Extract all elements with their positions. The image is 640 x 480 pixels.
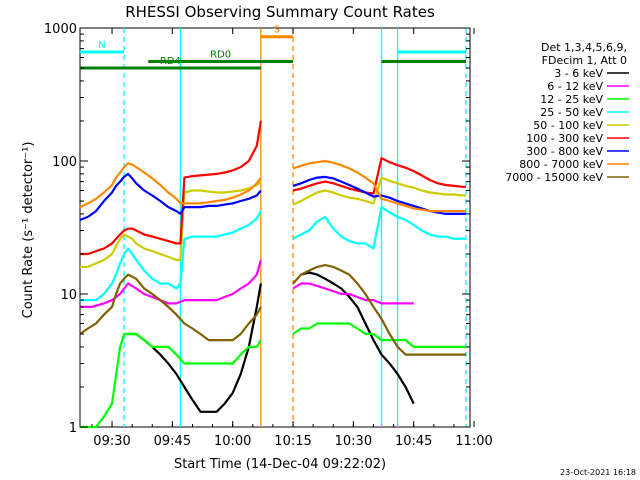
plot-area (79, 27, 471, 428)
series-line (79, 172, 466, 222)
series-line (79, 264, 466, 356)
x-tick-label: 09:30 (93, 434, 130, 449)
x-tick-label: 10:30 (335, 434, 372, 449)
y-tick-label: 10 (60, 288, 77, 303)
series-line (79, 322, 466, 429)
y-tick-label: 100 (52, 155, 77, 170)
legend-label: 50 - 100 keV (533, 119, 603, 132)
series-line (79, 259, 414, 308)
series-line (79, 120, 466, 256)
y-tick-label: 1000 (44, 22, 77, 37)
series-line (79, 159, 466, 213)
footer-timestamp: 23-Oct-2021 16:18 (560, 468, 636, 477)
x-tick-label: 11:00 (455, 434, 492, 449)
y-tick-label: 1 (69, 421, 77, 436)
y-axis-label: Count Rate (s⁻¹ detector⁻¹) (21, 142, 36, 319)
legend-label: 300 - 800 keV (526, 145, 603, 158)
axes: 09:30 09:45 10:00 10:15 10:30 10:45 11:00 1 10 10… (44, 22, 493, 449)
series-line (79, 206, 466, 302)
legend-header: FDecim 1, Att 0 (542, 54, 627, 67)
legend: Det 1,3,4,5,6,9,FDecim 1, Att 03 - 6 keV… (505, 41, 629, 184)
state-bar-label: RD0 (210, 49, 231, 60)
legend-label: 800 - 7000 keV (519, 158, 603, 171)
x-tick-label: 10:45 (395, 434, 432, 449)
x-tick-label: 09:45 (154, 434, 191, 449)
legend-label: 3 - 6 keV (554, 67, 603, 80)
series-layer (79, 120, 466, 429)
x-tick-label: 10:00 (214, 434, 251, 449)
legend-label: 12 - 25 keV (540, 93, 603, 106)
state-bars: N RD0 RD4 S (79, 25, 466, 70)
legend-label: 6 - 12 keV (547, 80, 603, 93)
legend-label: 25 - 50 keV (540, 106, 603, 119)
state-bar-label: RD4 (160, 56, 181, 67)
state-bar-label: S (274, 25, 280, 36)
legend-label: 100 - 300 keV (526, 132, 603, 145)
legend-header: Det 1,3,4,5,6,9, (541, 41, 627, 54)
x-tick-label: 10:15 (274, 434, 311, 449)
series-line (79, 176, 466, 268)
x-axis-label: Start Time (14-Dec-04 09:22:02) (174, 457, 386, 472)
vertical-markers (123, 28, 467, 427)
legend-label: 7000 - 15000 keV (505, 171, 603, 184)
chart-title: RHESSI Observing Summary Count Rates (125, 3, 435, 21)
state-bar-label: N (98, 40, 105, 51)
plot-frame (79, 27, 471, 428)
series-line (128, 271, 415, 413)
